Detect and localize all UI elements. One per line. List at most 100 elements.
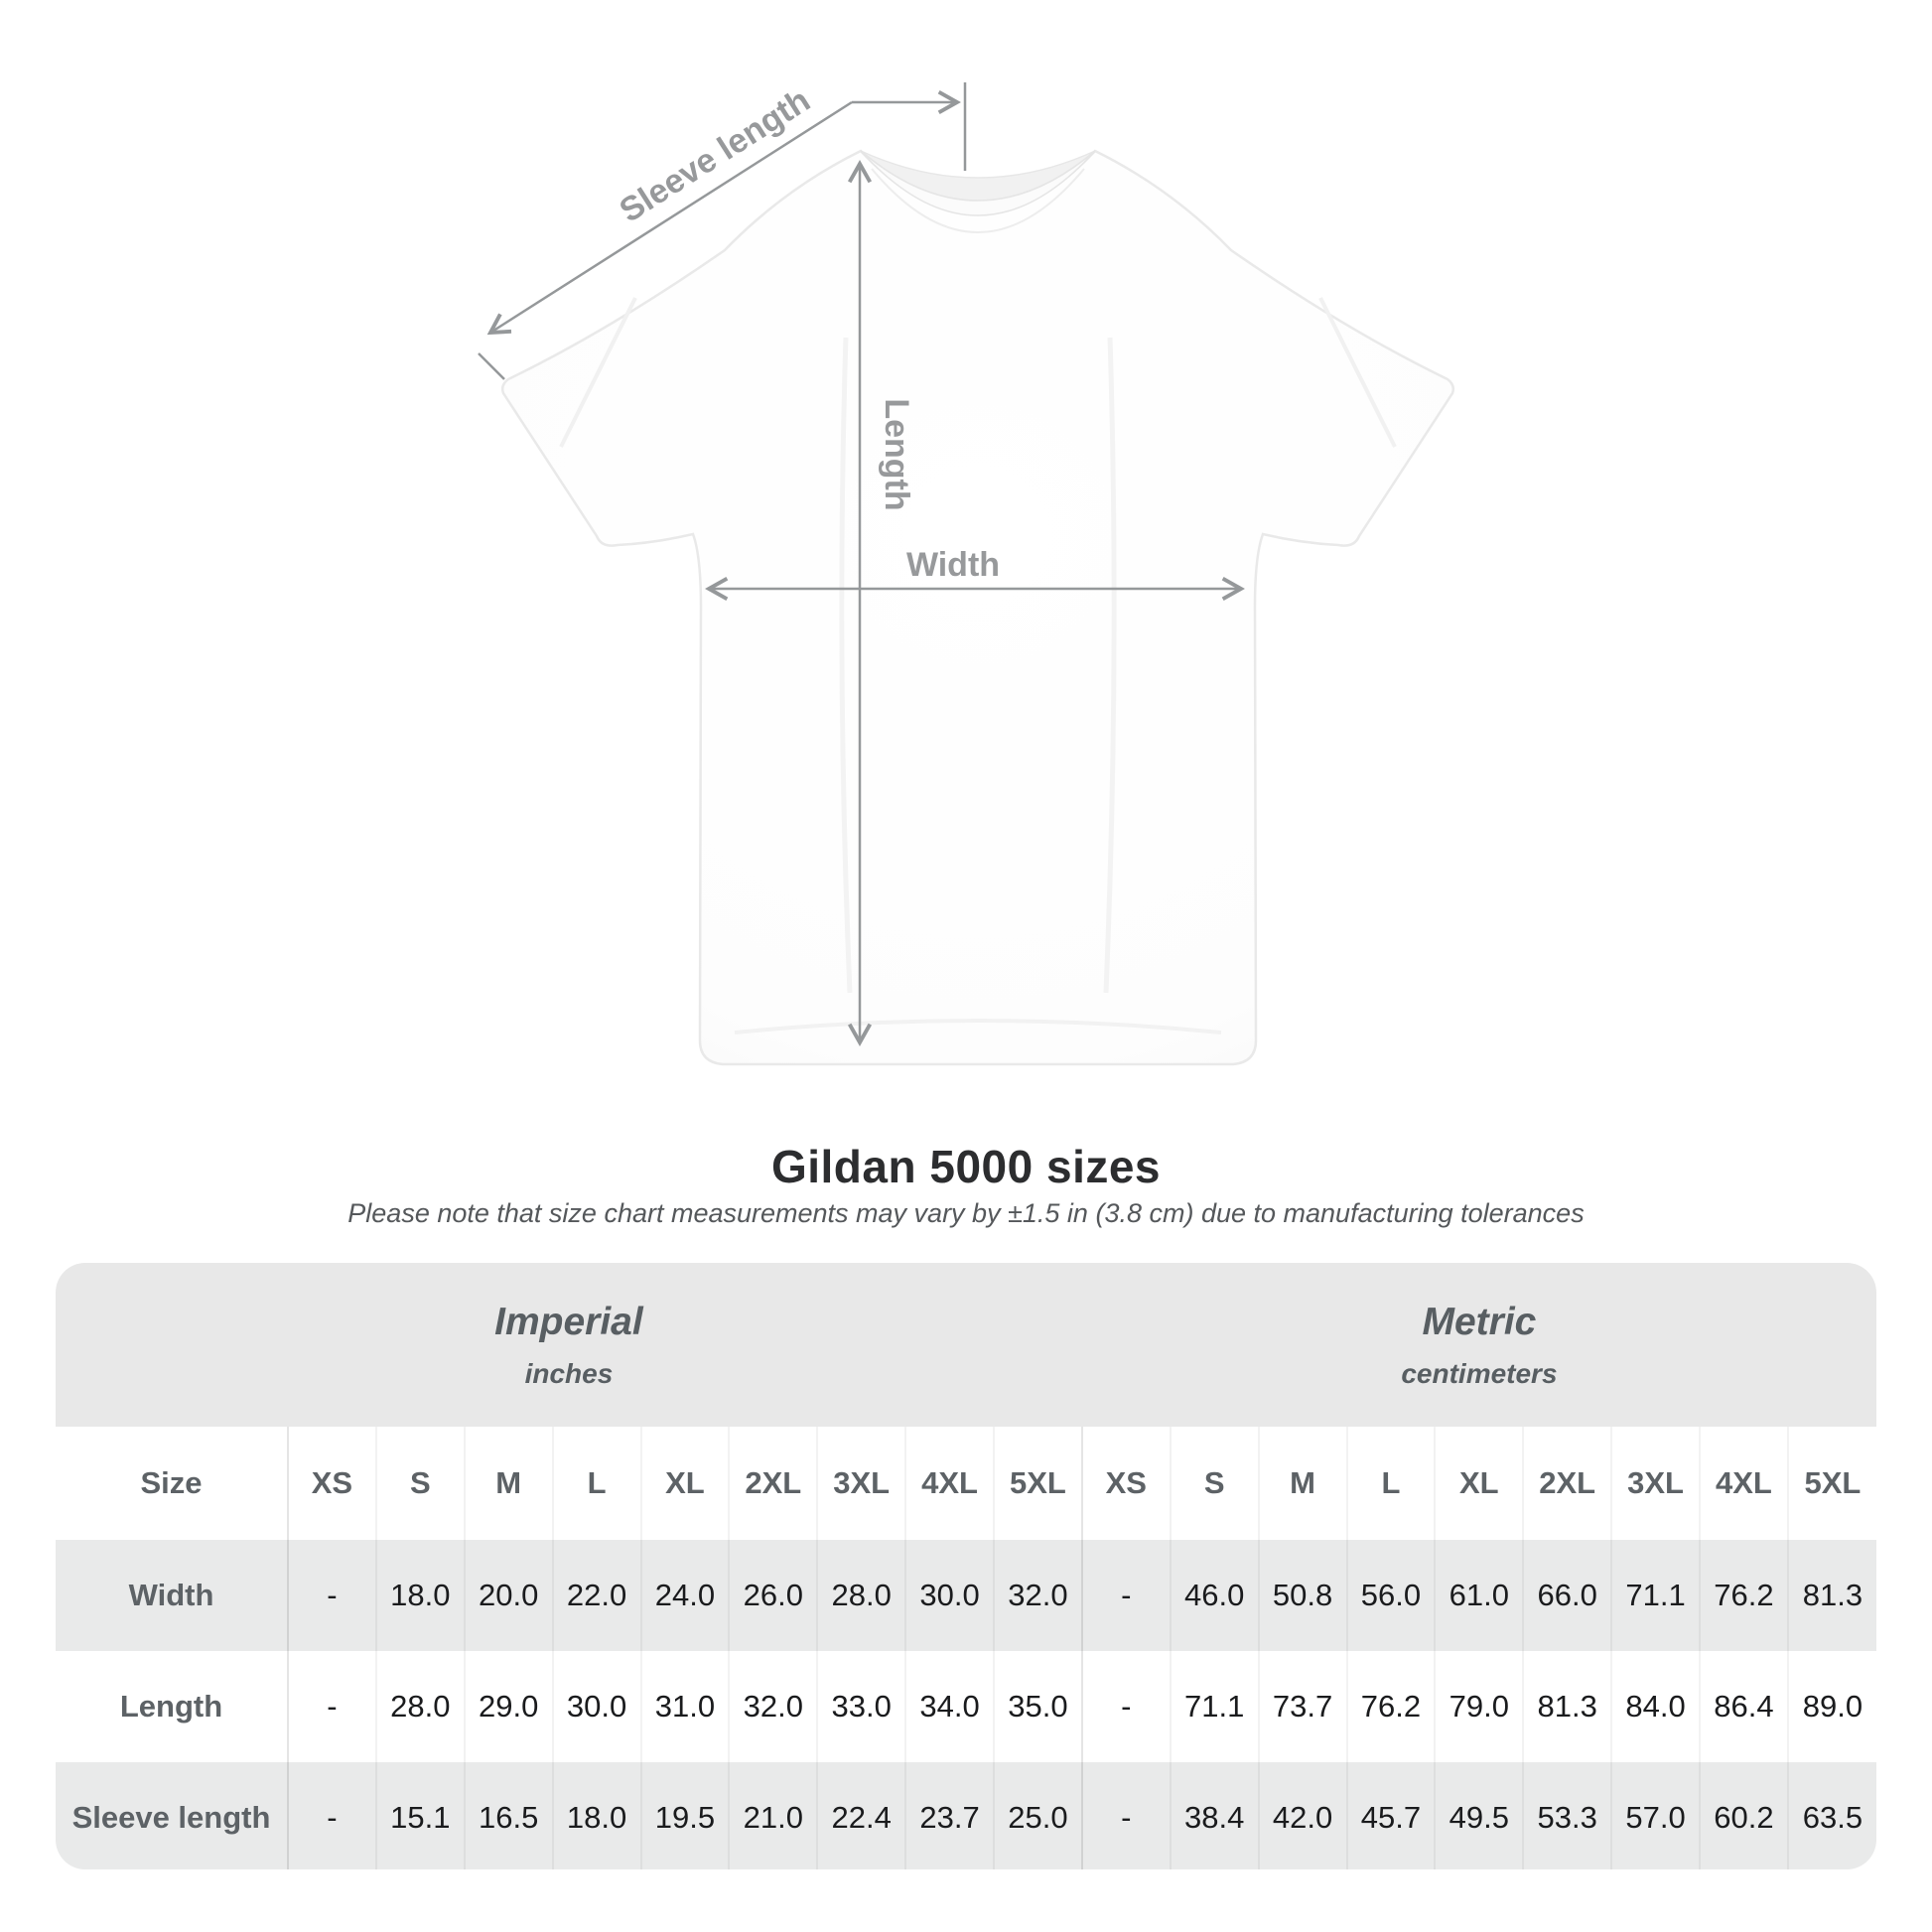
measurement-cell: 24.0 (639, 1540, 730, 1651)
length-label: Length (878, 398, 915, 510)
size-col-header: 4XL (904, 1427, 994, 1540)
measurement-cell: 50.8 (1257, 1540, 1347, 1651)
row-label: Width (128, 1578, 214, 1612)
size-col-header: XL (639, 1427, 730, 1540)
size-table-body: Width -18.0 20.0 22.0 24.0 26.0 28.0 30.0 32.0-4… (56, 1540, 1876, 1869)
measurement-cell: 42.0 (1257, 1762, 1347, 1869)
size-col-header: L (551, 1427, 641, 1540)
measurement-arrows (478, 82, 1245, 1046)
measurement-cell: 81.3 (1786, 1540, 1876, 1651)
measurement-cell: 45.7 (1345, 1762, 1436, 1869)
measurement-cell: 16.5 (463, 1762, 553, 1869)
size-col-header: 3XL (816, 1427, 906, 1540)
measurement-cell: - (1080, 1540, 1171, 1651)
measurement-cell: 71.1 (1169, 1651, 1259, 1762)
size-col-header: 2XL (1522, 1427, 1612, 1540)
measurement-cell: 18.0 (374, 1540, 465, 1651)
measurement-cell: 21.0 (728, 1762, 818, 1869)
size-col-header: 5XL (993, 1427, 1082, 1540)
imperial-label: Imperial (494, 1300, 643, 1343)
size-table-grid: Imperial inches Metric centimeters Size … (56, 1263, 1876, 1869)
page-title: Gildan 5000 sizes (770, 1141, 1162, 1192)
size-col-header: XL (1434, 1427, 1524, 1540)
collar-band (860, 150, 1096, 216)
measurement-cell: 73.7 (1257, 1651, 1347, 1762)
measurement-cell: 23.7 (904, 1762, 994, 1869)
unit-group-header-row: Imperial inches Metric centimeters (56, 1263, 1876, 1427)
size-col-header: 4XL (1699, 1427, 1788, 1540)
measurement-cell: 32.0 (993, 1540, 1082, 1651)
measurement-cell: - (287, 1762, 376, 1869)
measurement-cell: - (1080, 1651, 1171, 1762)
tshirt-diagram: Sleeve length Length Width (478, 81, 1455, 1066)
measurement-cell: 22.0 (551, 1540, 641, 1651)
measurement-cell: 25.0 (993, 1762, 1082, 1869)
tolerance-disclaimer: Please note that size chart measurements… (347, 1198, 1585, 1228)
size-table: Imperial inches Metric centimeters Size … (56, 1263, 1876, 1869)
measurement-cell: 61.0 (1434, 1540, 1524, 1651)
metric-group-header: Metric centimeters (1081, 1263, 1876, 1427)
measurement-cell: 28.0 (374, 1651, 465, 1762)
measurement-cell: 33.0 (816, 1651, 906, 1762)
metric-units: centimeters (1401, 1357, 1558, 1389)
sleeve-end-tick (478, 352, 505, 380)
measurement-cell: 57.0 (1610, 1762, 1700, 1869)
table-row: Sleeve length -15.1 16.5 18.0 19.5 21.0 22.4 23… (56, 1762, 1876, 1869)
row-label: Length (119, 1689, 223, 1724)
measurement-cell: 30.0 (904, 1540, 994, 1651)
measurement-cell: 20.0 (463, 1540, 553, 1651)
measurement-cell: 84.0 (1610, 1651, 1700, 1762)
measurement-cell: 71.1 (1610, 1540, 1700, 1651)
measurement-cell: 76.2 (1699, 1540, 1788, 1651)
size-col-header: XS (1080, 1427, 1171, 1540)
measurement-cell: 79.0 (1434, 1651, 1524, 1762)
measurement-cell: 46.0 (1169, 1540, 1259, 1651)
measurement-cell: - (1080, 1762, 1171, 1869)
measurement-cell: 26.0 (728, 1540, 818, 1651)
measurement-cell: 30.0 (551, 1651, 641, 1762)
measurement-cell: 34.0 (904, 1651, 994, 1762)
metric-label: Metric (1422, 1300, 1537, 1343)
measurement-cell: 19.5 (639, 1762, 730, 1869)
size-col-header: XS (287, 1427, 376, 1540)
imperial-units: inches (524, 1357, 614, 1389)
size-col-header: 2XL (728, 1427, 818, 1540)
measurement-cell: 53.3 (1522, 1762, 1612, 1869)
sleeve-length-arrow (486, 100, 853, 336)
size-col-header: S (1169, 1427, 1259, 1540)
measurement-cell: 81.3 (1522, 1651, 1612, 1762)
table-row: Length -28.0 29.0 30.0 31.0 32.0 33.0 34.0 35.0-… (56, 1651, 1876, 1762)
tshirt-image (500, 149, 1455, 1066)
size-header-row: Size XS S M L XL 2XL 3XL 4XL 5XL XS S M L XL 2XL 3XL 4XL… (56, 1427, 1876, 1540)
measurement-cell: 38.4 (1169, 1762, 1259, 1869)
measurement-cell: 29.0 (463, 1651, 553, 1762)
size-col-header: S (374, 1427, 465, 1540)
measurement-cell: 49.5 (1434, 1762, 1524, 1869)
size-column-header: Size (56, 1427, 288, 1540)
size-col-header: M (463, 1427, 553, 1540)
measurement-cell: 15.1 (374, 1762, 465, 1869)
measurement-cell: 63.5 (1786, 1762, 1876, 1869)
measurement-cell: 89.0 (1786, 1651, 1876, 1762)
measurement-cell: 28.0 (816, 1540, 906, 1651)
size-col-header: L (1345, 1427, 1436, 1540)
measurement-cell: 66.0 (1522, 1540, 1612, 1651)
size-col-header: M (1257, 1427, 1347, 1540)
measurement-cell: 22.4 (816, 1762, 906, 1869)
measurement-cell: - (287, 1651, 376, 1762)
size-col-header: 3XL (1610, 1427, 1700, 1540)
measurement-cell: 35.0 (993, 1651, 1082, 1762)
row-label: Sleeve length (71, 1800, 271, 1835)
measurement-cell: 86.4 (1699, 1651, 1788, 1762)
table-row: Width -18.0 20.0 22.0 24.0 26.0 28.0 30.0 32.0-4… (56, 1540, 1876, 1651)
measurement-cell: 76.2 (1345, 1651, 1436, 1762)
measurement-cell: 18.0 (551, 1762, 641, 1869)
measurement-cell: 56.0 (1345, 1540, 1436, 1651)
measurement-cell: 31.0 (639, 1651, 730, 1762)
measurement-cell: - (287, 1540, 376, 1651)
measurement-cell: 32.0 (728, 1651, 818, 1762)
imperial-group-header: Imperial inches (56, 1263, 1082, 1427)
size-col-header: 5XL (1786, 1427, 1876, 1540)
measurement-cell: 60.2 (1699, 1762, 1788, 1869)
